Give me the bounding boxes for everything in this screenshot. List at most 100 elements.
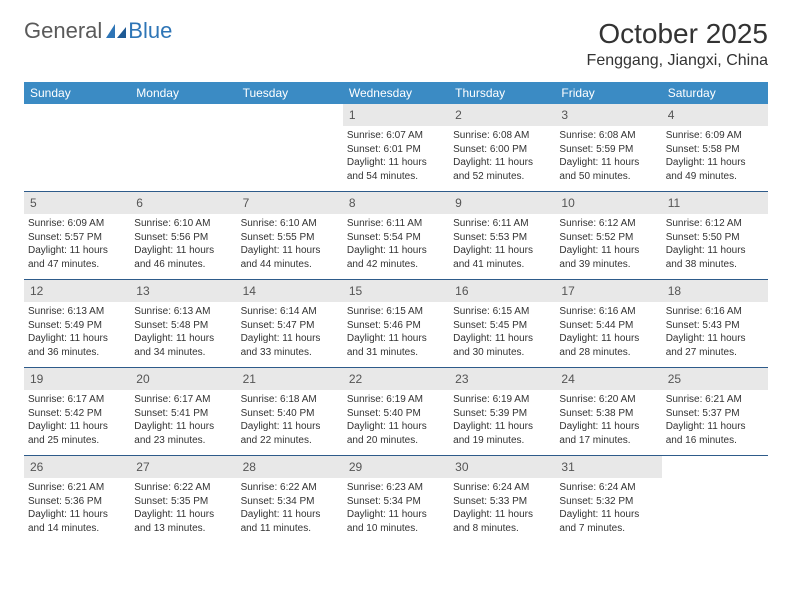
day-number: 26 <box>30 460 43 474</box>
day-number-row: 9 <box>449 192 555 214</box>
sunrise-text: Sunrise: 6:23 AM <box>347 481 445 495</box>
sunset-text: Sunset: 5:39 PM <box>453 407 551 421</box>
sunset-text: Sunset: 6:01 PM <box>347 143 445 157</box>
day-cell: 9 Sunrise: 6:11 AMSunset: 5:53 PMDaylight… <box>449 192 555 279</box>
day-info: Sunrise: 6:09 AMSunset: 5:58 PMDaylight:… <box>666 129 764 183</box>
sunrise-text: Sunrise: 6:11 AM <box>453 217 551 231</box>
daylight-text: Daylight: 11 hours and 11 minutes. <box>241 508 339 535</box>
day-number: 22 <box>349 372 362 386</box>
sunrise-text: Sunrise: 6:14 AM <box>241 305 339 319</box>
sunrise-text: Sunrise: 6:24 AM <box>453 481 551 495</box>
day-number: 20 <box>136 372 149 386</box>
day-number-row: 2 <box>449 104 555 126</box>
day-cell: 22Sunrise: 6:19 AMSunset: 5:40 PMDayligh… <box>343 368 449 455</box>
day-number-row: 29 <box>343 456 449 478</box>
sunset-text: Sunset: 5:35 PM <box>134 495 232 509</box>
sunrise-text: Sunrise: 6:16 AM <box>666 305 764 319</box>
sunset-text: Sunset: 5:45 PM <box>453 319 551 333</box>
sail-icon <box>106 24 126 38</box>
daylight-text: Daylight: 11 hours and 41 minutes. <box>453 244 551 271</box>
sunset-text: Sunset: 5:56 PM <box>134 231 232 245</box>
day-cell <box>237 104 343 191</box>
sunrise-text: Sunrise: 6:07 AM <box>347 129 445 143</box>
day-cell: 16Sunrise: 6:15 AMSunset: 5:45 PMDayligh… <box>449 280 555 367</box>
day-number: 27 <box>136 460 149 474</box>
day-info: Sunrise: 6:07 AMSunset: 6:01 PMDaylight:… <box>347 129 445 183</box>
sunrise-text: Sunrise: 6:12 AM <box>666 217 764 231</box>
daylight-text: Daylight: 11 hours and 52 minutes. <box>453 156 551 183</box>
day-number-row: 25 <box>662 368 768 390</box>
day-header: Monday <box>130 82 236 104</box>
day-number: 18 <box>668 284 681 298</box>
calendar: SundayMondayTuesdayWednesdayThursdayFrid… <box>24 82 768 543</box>
day-header: Saturday <box>662 82 768 104</box>
week-row: 5Sunrise: 6:09 AMSunset: 5:57 PMDaylight… <box>24 192 768 280</box>
day-cell: 30Sunrise: 6:24 AMSunset: 5:33 PMDayligh… <box>449 456 555 543</box>
daylight-text: Daylight: 11 hours and 20 minutes. <box>347 420 445 447</box>
day-cell: 2Sunrise: 6:08 AMSunset: 6:00 PMDaylight… <box>449 104 555 191</box>
daylight-text: Daylight: 11 hours and 14 minutes. <box>28 508 126 535</box>
day-number: 10 <box>561 196 574 210</box>
day-cell: 26 Sunrise: 6:21 AMSunset: 5:36 PMDayligh… <box>24 456 130 543</box>
day-cell <box>662 456 768 543</box>
sunset-text: Sunset: 5:43 PM <box>666 319 764 333</box>
day-number-row: 26 <box>24 456 130 478</box>
day-number: 29 <box>349 460 362 474</box>
day-cell: 17 Sunrise: 6:16 AMSunset: 5:44 PMDayligh… <box>555 280 661 367</box>
day-number: 12 <box>30 284 43 298</box>
sunset-text: Sunset: 5:49 PM <box>28 319 126 333</box>
day-number-row: 24 <box>555 368 661 390</box>
brand-logo: General Blue <box>24 18 172 44</box>
sunset-text: Sunset: 5:47 PM <box>241 319 339 333</box>
day-number: 1 <box>349 108 356 122</box>
day-headers-row: SundayMondayTuesdayWednesdayThursdayFrid… <box>24 82 768 104</box>
day-number: 14 <box>243 284 256 298</box>
daylight-text: Daylight: 11 hours and 31 minutes. <box>347 332 445 359</box>
week-row: 1Sunrise: 6:07 AMSunset: 6:01 PMDaylight… <box>24 104 768 192</box>
day-number: 8 <box>349 196 356 210</box>
day-cell: 6Sunrise: 6:10 AMSunset: 5:56 PMDaylight… <box>130 192 236 279</box>
sunset-text: Sunset: 5:40 PM <box>241 407 339 421</box>
day-number-row: 30 <box>449 456 555 478</box>
day-header: Friday <box>555 82 661 104</box>
sunset-text: Sunset: 6:00 PM <box>453 143 551 157</box>
sunset-text: Sunset: 5:34 PM <box>241 495 339 509</box>
sunrise-text: Sunrise: 6:13 AM <box>134 305 232 319</box>
brand-part1: General <box>24 18 102 44</box>
sunrise-text: Sunrise: 6:08 AM <box>559 129 657 143</box>
day-info: Sunrise: 6:24 AMSunset: 5:32 PMDaylight:… <box>559 481 657 535</box>
day-info: Sunrise: 6:16 AMSunset: 5:44 PMDaylight:… <box>559 305 657 359</box>
day-info: Sunrise: 6:21 AMSunset: 5:36 PMDaylight:… <box>28 481 126 535</box>
sunset-text: Sunset: 5:54 PM <box>347 231 445 245</box>
daylight-text: Daylight: 11 hours and 39 minutes. <box>559 244 657 271</box>
daylight-text: Daylight: 11 hours and 28 minutes. <box>559 332 657 359</box>
sunrise-text: Sunrise: 6:12 AM <box>559 217 657 231</box>
day-info: Sunrise: 6:20 AMSunset: 5:38 PMDaylight:… <box>559 393 657 447</box>
day-number: 19 <box>30 372 43 386</box>
day-number: 17 <box>561 284 574 298</box>
daylight-text: Daylight: 11 hours and 33 minutes. <box>241 332 339 359</box>
day-info: Sunrise: 6:21 AMSunset: 5:37 PMDaylight:… <box>666 393 764 447</box>
day-info: Sunrise: 6:15 AMSunset: 5:46 PMDaylight:… <box>347 305 445 359</box>
brand-part2: Blue <box>128 18 172 44</box>
day-info: Sunrise: 6:11 AMSunset: 5:53 PMDaylight:… <box>453 217 551 271</box>
sunrise-text: Sunrise: 6:17 AM <box>28 393 126 407</box>
sunset-text: Sunset: 5:32 PM <box>559 495 657 509</box>
day-info: Sunrise: 6:17 AMSunset: 5:41 PMDaylight:… <box>134 393 232 447</box>
sunset-text: Sunset: 5:55 PM <box>241 231 339 245</box>
day-number-row: 22 <box>343 368 449 390</box>
daylight-text: Daylight: 11 hours and 50 minutes. <box>559 156 657 183</box>
sunrise-text: Sunrise: 6:13 AM <box>28 305 126 319</box>
daylight-text: Daylight: 11 hours and 27 minutes. <box>666 332 764 359</box>
day-cell: 12Sunrise: 6:13 AMSunset: 5:49 PMDayligh… <box>24 280 130 367</box>
sunset-text: Sunset: 5:48 PM <box>134 319 232 333</box>
day-cell: 11Sunrise: 6:12 AMSunset: 5:50 PMDayligh… <box>662 192 768 279</box>
sunrise-text: Sunrise: 6:22 AM <box>241 481 339 495</box>
sunrise-text: Sunrise: 6:18 AM <box>241 393 339 407</box>
day-number: 23 <box>455 372 468 386</box>
sunset-text: Sunset: 5:38 PM <box>559 407 657 421</box>
daylight-text: Daylight: 11 hours and 10 minutes. <box>347 508 445 535</box>
sunset-text: Sunset: 5:40 PM <box>347 407 445 421</box>
day-number-row: 19 <box>24 368 130 390</box>
day-number-row: 7 <box>237 192 343 214</box>
